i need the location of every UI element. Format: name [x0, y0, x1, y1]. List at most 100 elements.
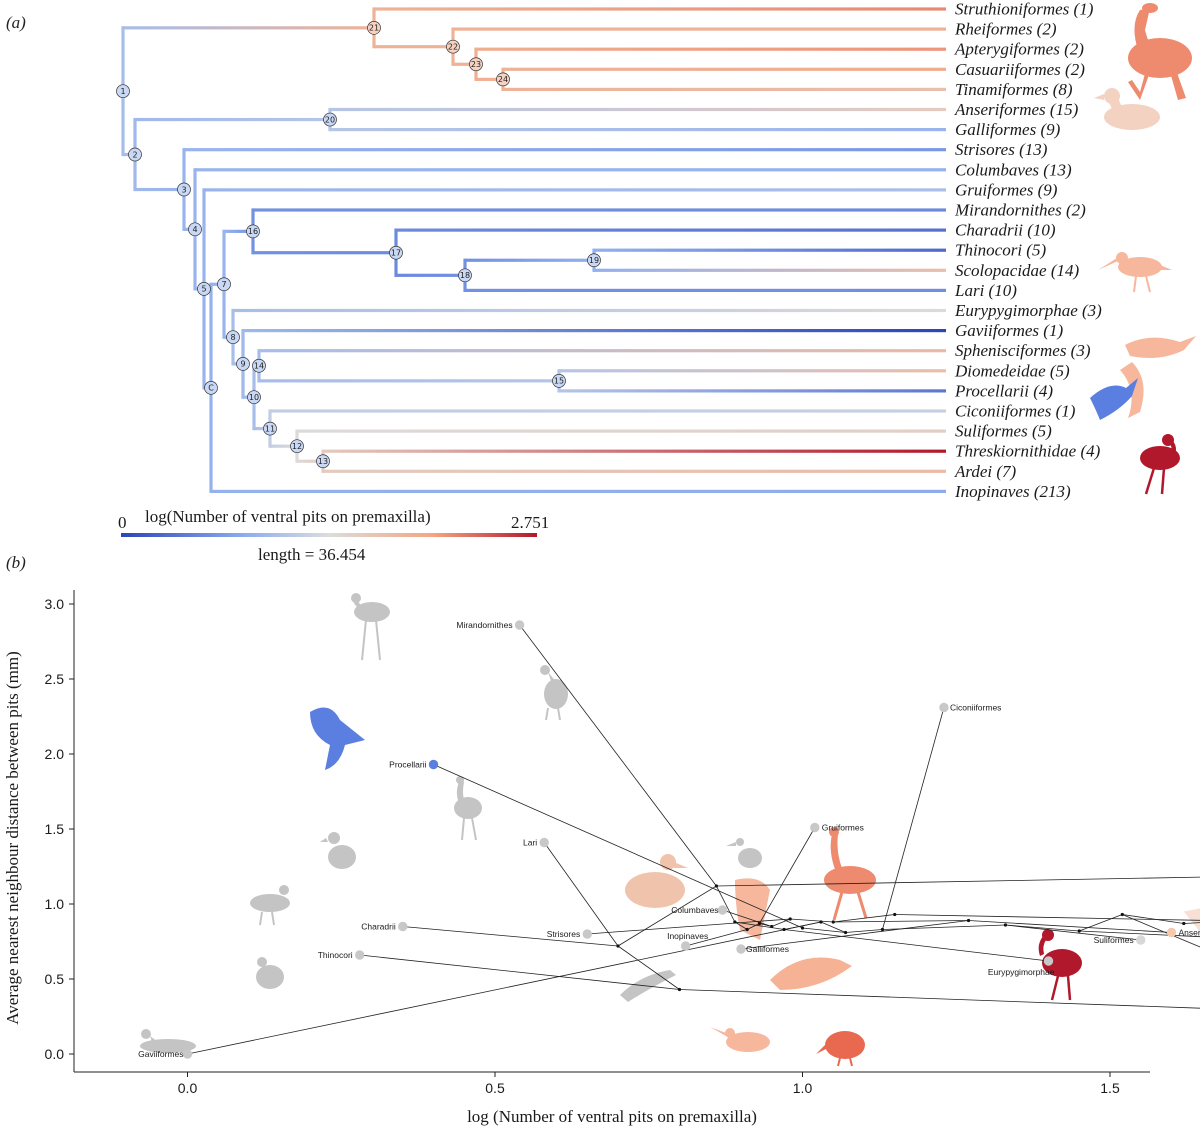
x-tick-label-1: 0.5	[485, 1080, 505, 1096]
edge-n16-n17	[617, 885, 717, 947]
tree-node-label-19: 19	[589, 256, 599, 265]
tree-node-marker-12	[290, 439, 304, 454]
point-label-columbaves: Columbaves	[671, 905, 718, 915]
tip-label-lari: Lari (10)	[954, 281, 1017, 300]
tree-branch-to-sphenisciformes	[259, 349, 946, 353]
tree-node-marker-3	[177, 182, 191, 197]
tree-node-marker-15	[552, 374, 566, 388]
point-label-mirandornithes: Mirandornithes	[456, 620, 512, 630]
tree-branch-to-scolopacidae	[594, 268, 946, 272]
tree-branch-to-node-21	[123, 26, 374, 30]
tip-label-ardei: Ardei (7)	[954, 462, 1017, 481]
tree-node-label-20: 20	[325, 115, 335, 124]
duck-silhouette-icon	[1094, 88, 1160, 130]
tip-label-strisores: Strisores (13)	[955, 140, 1048, 159]
point-label-eurypygimorphae: Eurypygimorphae	[988, 967, 1055, 977]
tree-branch-to-strisores	[184, 148, 946, 152]
tree-branch-to-node-23	[453, 62, 476, 66]
scatter-points	[182, 620, 1177, 1059]
tree-node-marker-2	[128, 147, 142, 162]
tree-branch-to-gruiformes	[204, 188, 946, 192]
heron-silhouette-icon	[726, 838, 762, 868]
internal-node-n10	[843, 930, 848, 935]
penguin-silhouette-icon	[1120, 336, 1196, 418]
tree-branch-to-columbaves	[195, 168, 946, 172]
shearwater-silhouette-icon	[310, 707, 365, 770]
internal-node-n19	[800, 926, 805, 930]
y-axis-label: Average nearest neighbour distance betwe…	[3, 651, 22, 1025]
tree-node-label-10: 10	[249, 393, 259, 402]
flamingo-silhouette-icon	[351, 593, 390, 661]
x-tick-label-3: 1.5	[1100, 1080, 1120, 1096]
tree-branch-to-tinamiformes	[503, 87, 946, 91]
tree-node-marker-16	[246, 224, 260, 239]
point-anseriformes	[1166, 927, 1177, 938]
internal-node-n15	[1182, 921, 1186, 926]
edge-n6-inopinaves	[685, 929, 748, 947]
edge-n20-anseriformes	[968, 920, 1172, 933]
point-label-strisores: Strisores	[547, 929, 581, 939]
tree-branch-to-node-17	[253, 251, 396, 255]
internal-node-n9	[819, 920, 823, 924]
edge-n17-n18	[617, 945, 680, 990]
tree-node-marker-11	[263, 421, 277, 436]
x-axis-ticks: 0.00.51.01.52.02.53.0	[178, 1072, 1120, 1096]
tree-node-marker-4	[188, 222, 202, 237]
tip-label-inopinaves: Inopinaves (213)	[954, 482, 1071, 501]
tree-node-marker-24	[496, 72, 510, 87]
tree-node-marker-14	[252, 358, 266, 373]
internal-node-n14	[1120, 912, 1124, 917]
tree-node-label-18: 18	[460, 271, 470, 280]
tip-label-struthioniformes: Struthioniformes (1)	[955, 0, 1094, 19]
tree-branch-to-node-18	[396, 273, 465, 277]
point-suliformes	[1136, 935, 1146, 945]
internal-node-n7	[733, 920, 737, 924]
tree-node-marker-6	[204, 380, 218, 395]
albatross-silhouette-icon	[1090, 378, 1138, 420]
loon-silhouette-icon	[140, 1029, 196, 1053]
tree-node-label-24: 24	[498, 75, 508, 84]
tree-branches	[121, 7, 946, 493]
edge-n11-ciconiiformes	[882, 707, 945, 930]
y-tick-label-1: 0.5	[45, 971, 65, 987]
color-legend: log(Number of ventral pits on premaxilla…	[118, 507, 549, 564]
point-label-charadrii: Charadrii	[361, 922, 396, 932]
y-tick-label-2: 1.0	[45, 896, 65, 912]
point-label-inopinaves: Inopinaves	[667, 931, 708, 941]
tree-node-marker-20	[323, 112, 337, 127]
tip-label-anseriformes: Anseriformes (15)	[954, 100, 1079, 119]
ostrich-silhouette-icon	[1128, 3, 1192, 100]
tip-label-galliformes: Galliformes (9)	[955, 120, 1061, 139]
edge-n19-procellarii	[433, 764, 803, 929]
tip-label-rheiformes: Rheiformes (2)	[954, 20, 1057, 39]
internal-node-n1	[893, 912, 897, 917]
tree-branch-to-casuariiformes	[503, 67, 946, 71]
legend-length-label: length = 36.454	[258, 545, 366, 564]
point-label-procellarii: Procellarii	[389, 760, 426, 770]
legend-title: log(Number of ventral pits on premaxilla…	[145, 507, 431, 526]
edge-n2-n3	[790, 918, 834, 923]
internal-node-n12	[1003, 923, 1008, 927]
point-gaviiformes	[182, 1049, 193, 1059]
tree-node-label-13: 13	[318, 457, 328, 466]
tree-branch-to-struthioniformes	[374, 7, 946, 11]
tree-branch-to-node-16	[224, 229, 253, 233]
point-lari	[539, 837, 549, 848]
tree-node-marker-8	[226, 330, 240, 345]
internal-node-n5	[757, 921, 762, 926]
point-label-lari: Lari	[523, 838, 537, 848]
tip-label-gaviiformes: Gaviiformes (1)	[955, 321, 1063, 340]
tree-node-label-6: C	[208, 384, 214, 393]
phylomorphospace-internal-nodes	[616, 884, 1186, 992]
edge-n1-n2	[833, 914, 895, 923]
tree-node-label-3: 3	[181, 185, 186, 194]
tip-label-procellarii: Procellarii (4)	[954, 381, 1053, 400]
tree-node-marker-5	[197, 282, 211, 296]
tree-branch-to-node-22	[374, 45, 453, 49]
legend-min-label: 0	[118, 513, 127, 532]
edge-n7-n16	[716, 885, 736, 923]
tree-node-marker-9	[236, 357, 250, 371]
tip-label-charadrii: Charadrii (10)	[955, 221, 1056, 240]
scatter-panel: (b)	[3, 553, 1200, 1126]
